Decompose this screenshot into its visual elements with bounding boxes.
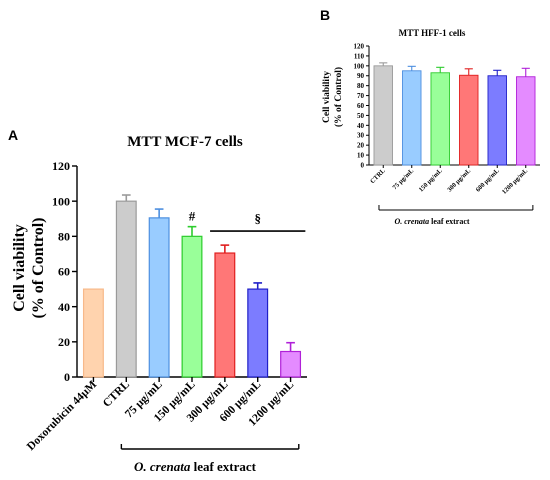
chart-a-bar	[82, 288, 104, 378]
chart-a-category-label: Doxorubicin 44μM	[25, 379, 99, 453]
chart-a-bar	[280, 350, 302, 378]
panel-b-label: B	[320, 7, 330, 23]
chart-a-bar	[247, 288, 269, 378]
chart-b-y-tick-label: 120	[354, 42, 365, 50]
chart-b-bar	[459, 74, 479, 166]
chart-a-category-label: CTRL	[101, 378, 132, 409]
chart-b-category-label: 75 μg/mL	[391, 167, 415, 191]
chart-a-y-tick-label: 20	[58, 335, 70, 349]
chart-b-y-tick-label: 0	[361, 161, 365, 169]
chart-b-bar	[516, 76, 536, 166]
panel-a-label: A	[8, 127, 18, 143]
chart-a-group-label: O. crenata leaf extract	[134, 459, 257, 474]
chart-b-category-label: CTRL	[369, 167, 387, 185]
chart-a-significance-mark: #	[189, 209, 196, 224]
chart-b-y-tick-label: 30	[357, 132, 365, 140]
chart-b-category-label: 300 μg/mL	[446, 167, 473, 194]
chart-b-y-tick-label: 60	[357, 102, 365, 110]
chart-b-title: MTT HFF-1 cells	[399, 28, 466, 38]
chart-b-y-tick-label: 50	[357, 112, 365, 120]
chart-a-title: MTT MCF-7 cells	[127, 134, 243, 150]
chart-b-y-tick-label: 90	[357, 72, 365, 80]
chart-a-group-label-italic: O. crenata	[134, 459, 191, 474]
chart-b-group-label: O. crenata leaf extract	[394, 217, 469, 226]
chart-a-y-tick-label: 0	[64, 370, 70, 384]
chart-b-bar	[430, 72, 450, 166]
chart-a-y-tick-label: 80	[58, 230, 70, 244]
chart-b-group-label-rest: leaf extract	[429, 217, 470, 226]
chart-b-bar	[373, 65, 393, 166]
chart-a-bar	[181, 235, 203, 378]
chart-a-ylabel-line2: (% of Control)	[30, 217, 47, 318]
chart-b-bar	[402, 70, 422, 166]
chart-a-y-tick-label: 100	[52, 194, 70, 208]
chart-b-y-tick-label: 80	[357, 82, 365, 90]
chart-b-ylabel-line2: (% of Control)	[333, 67, 344, 127]
chart-b-y-tick-label: 70	[357, 92, 365, 100]
chart-a-bar	[115, 200, 137, 378]
chart-a-y-tick-label: 40	[58, 300, 70, 314]
chart-b-category-label: 600 μg/mL	[475, 167, 502, 194]
chart-a-significance-mark: §	[254, 211, 261, 226]
chart-a-bar	[148, 217, 170, 378]
chart-b-y-tick-label: 40	[357, 122, 365, 130]
chart-a-y-tick-label: 120	[52, 159, 70, 173]
chart-b-category-label: 1200 μg/mL	[501, 167, 530, 196]
chart-b-y-tick-label: 20	[357, 142, 365, 150]
chart-a-group-label-rest: leaf extract	[190, 459, 256, 474]
chart-a-bar	[214, 252, 236, 378]
chart-a-ylabel-line1: Cell viability	[11, 224, 28, 312]
chart-b-group-label-italic: O. crenata	[394, 217, 429, 226]
chart-b-plot: 010 20 30 40 50 60 70 80 90 100 110 120 CTRL 75 μg/mL…	[354, 42, 540, 211]
chart-b-ylabel-line1: Cell viability	[322, 71, 332, 123]
chart-b-y-tick-label: 100	[354, 62, 365, 70]
chart-b-bar	[487, 75, 507, 166]
chart-b-category-label: 150 μg/mL	[418, 167, 445, 194]
chart-b-y-tick-label: 110	[354, 52, 365, 60]
chart-b-y-tick-label: 10	[357, 152, 365, 160]
chart-a-y-tick-label: 60	[58, 265, 70, 279]
